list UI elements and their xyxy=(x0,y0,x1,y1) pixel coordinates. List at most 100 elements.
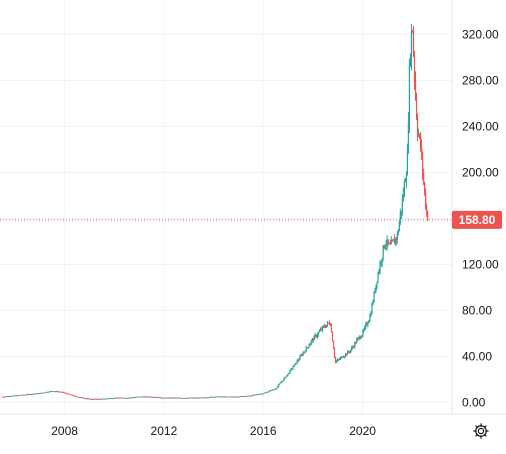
candle-body xyxy=(304,351,306,353)
candle-body xyxy=(350,349,352,353)
candle-body xyxy=(415,96,418,119)
candle-body xyxy=(385,245,387,246)
candle-body xyxy=(417,134,420,136)
candle-body xyxy=(140,396,142,398)
price-axis[interactable]: 0.0040.0080.00120.00160.00200.00240.0028… xyxy=(462,28,499,410)
candle-body xyxy=(288,373,290,375)
candle-body xyxy=(54,391,56,393)
candle-body xyxy=(33,393,35,395)
candle-body xyxy=(206,397,208,399)
candle-body xyxy=(273,389,275,391)
candle-body xyxy=(177,397,179,399)
candle-body xyxy=(201,397,203,399)
candle-body xyxy=(47,391,49,393)
candle-body xyxy=(420,148,423,153)
candle-body xyxy=(251,395,254,396)
candle-body xyxy=(111,398,113,399)
candle-body xyxy=(75,396,77,397)
candle-body xyxy=(302,352,304,356)
candle-body xyxy=(6,396,9,398)
candle-body xyxy=(327,322,330,324)
candle-body xyxy=(407,122,410,151)
candle-body xyxy=(130,397,132,399)
candle-body xyxy=(153,397,155,398)
candle-body xyxy=(314,335,316,336)
candle-body xyxy=(106,398,108,400)
candle-body xyxy=(240,396,242,398)
candle-body xyxy=(148,396,150,398)
candle-body xyxy=(337,359,340,361)
candle-body xyxy=(404,181,406,183)
candle-body xyxy=(164,397,167,399)
candle-body xyxy=(122,397,124,399)
candle-body xyxy=(129,397,131,399)
candle-body xyxy=(359,336,361,339)
candle-body xyxy=(137,396,139,398)
candle-body xyxy=(35,393,37,395)
candle-body xyxy=(393,239,395,244)
candle-body xyxy=(275,388,277,390)
candle-body xyxy=(421,152,424,172)
candle-body xyxy=(24,394,26,396)
candle-body xyxy=(192,397,194,399)
candle-body xyxy=(324,327,327,328)
candle-body xyxy=(1,396,4,398)
candle-body xyxy=(358,336,360,338)
candle-body xyxy=(290,368,292,371)
candle-body xyxy=(247,395,250,397)
candle-body xyxy=(294,363,296,365)
candle-body xyxy=(107,398,109,400)
candle-body xyxy=(413,54,416,80)
candle-body xyxy=(156,397,158,398)
candle-body xyxy=(131,397,133,399)
candle-body xyxy=(356,339,358,344)
candle-body xyxy=(332,341,335,350)
candle-body xyxy=(134,397,136,398)
candle-body xyxy=(256,394,259,396)
candle-body xyxy=(254,394,257,396)
time-axis[interactable]: 2008 2012 2016 2020 xyxy=(51,424,376,438)
candle-body xyxy=(61,391,63,393)
candle-body xyxy=(21,395,23,396)
candle-body xyxy=(26,394,28,396)
candle-body xyxy=(238,396,240,398)
candle-body xyxy=(67,393,69,395)
candle-body xyxy=(412,32,415,55)
candle-body xyxy=(176,397,178,399)
candle-body xyxy=(315,335,317,337)
candle-body xyxy=(124,397,126,399)
candle-body xyxy=(72,395,74,397)
candle-body xyxy=(348,351,350,353)
candle-body xyxy=(244,396,247,397)
candle-body xyxy=(2,396,5,398)
candle-body xyxy=(236,396,238,398)
candle-body xyxy=(132,397,134,399)
candle-body xyxy=(112,398,114,400)
x-tick-label: 2008 xyxy=(51,424,78,438)
candle-body xyxy=(56,391,58,392)
candle-body xyxy=(408,63,411,123)
candle-body xyxy=(97,399,99,400)
candle-body xyxy=(262,393,264,395)
candle-body xyxy=(28,394,30,395)
candle-body xyxy=(198,397,200,399)
candle-body xyxy=(86,398,89,400)
candle-body xyxy=(212,396,214,398)
candle-body xyxy=(227,396,229,398)
candle-body xyxy=(276,387,278,389)
candle-body xyxy=(289,370,291,374)
candle-body xyxy=(100,398,102,400)
candlestick-series xyxy=(1,23,429,400)
candle-body xyxy=(394,238,396,244)
candle-body xyxy=(313,335,315,341)
candle-body xyxy=(307,347,309,348)
y-tick-label: 80.00 xyxy=(462,304,492,318)
candle-body xyxy=(378,270,380,274)
candle-body xyxy=(242,396,245,398)
chart-settings-button[interactable] xyxy=(466,418,496,444)
candle-body xyxy=(8,396,11,397)
candle-body xyxy=(55,391,57,392)
candle-body xyxy=(123,398,125,399)
candle-body xyxy=(81,397,84,399)
